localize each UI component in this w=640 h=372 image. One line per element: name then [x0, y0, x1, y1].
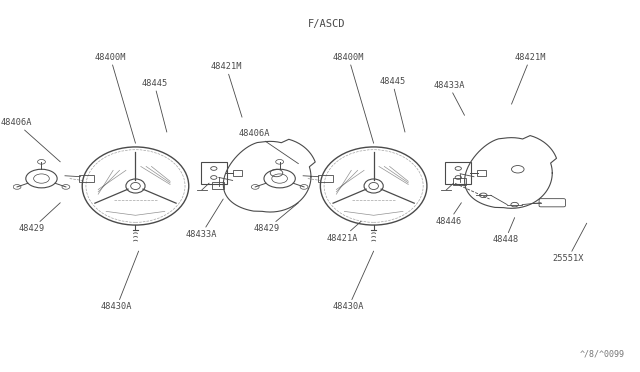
Text: 48445: 48445 [380, 77, 406, 132]
Text: 48406A: 48406A [239, 129, 298, 164]
Text: 25551X: 25551X [552, 223, 587, 263]
Text: 48429: 48429 [19, 203, 60, 233]
Text: 48400M: 48400M [95, 53, 136, 143]
Text: 48433A: 48433A [186, 199, 223, 239]
Text: ^/8/^0099: ^/8/^0099 [579, 350, 625, 359]
Text: 48445: 48445 [141, 79, 168, 132]
Text: 48400M: 48400M [333, 53, 374, 143]
Text: F/ASCD: F/ASCD [308, 19, 346, 29]
Text: 48446: 48446 [436, 203, 462, 226]
Text: 48421A: 48421A [326, 221, 361, 243]
Text: 48421M: 48421M [511, 53, 546, 104]
Text: 48430A: 48430A [333, 251, 374, 311]
Text: 48448: 48448 [492, 218, 518, 244]
Text: 48429: 48429 [254, 203, 298, 233]
Text: 48421M: 48421M [211, 62, 242, 117]
Text: 48433A: 48433A [433, 81, 465, 115]
Text: 48406A: 48406A [1, 118, 60, 162]
Text: 48430A: 48430A [101, 251, 139, 311]
